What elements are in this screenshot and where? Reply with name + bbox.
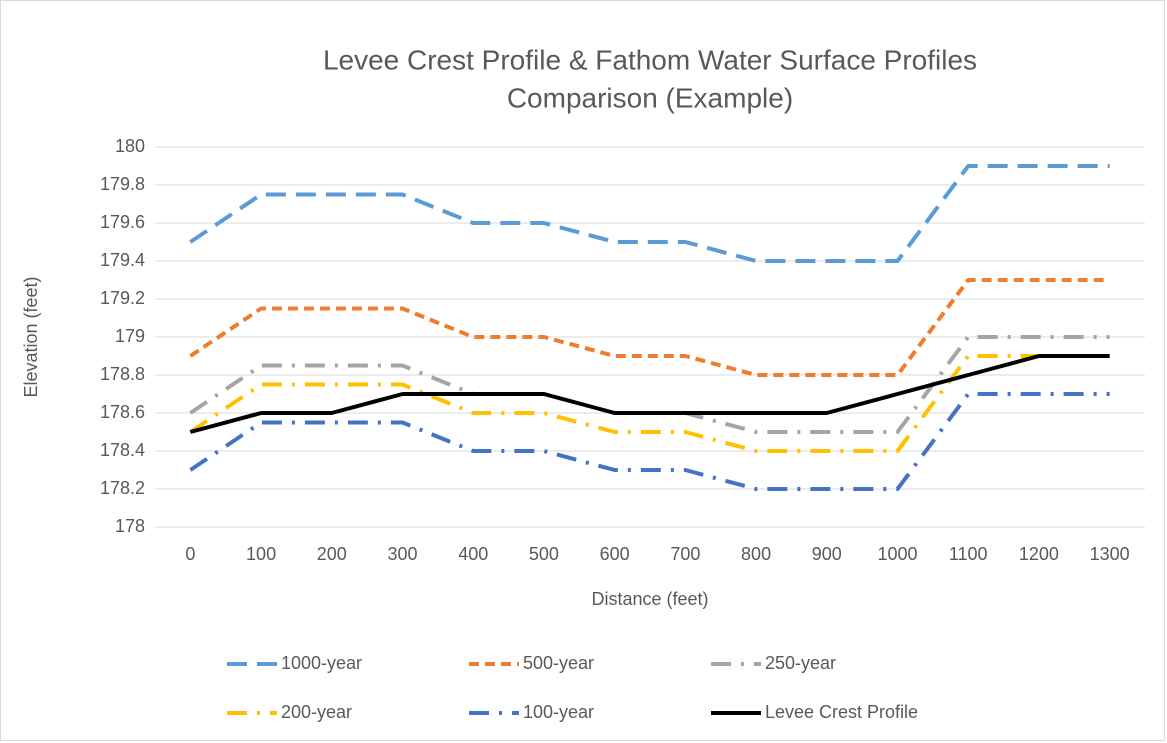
legend-label: 100-year	[523, 702, 594, 722]
x-tick-label: 1200	[1019, 544, 1059, 564]
legend-label: Levee Crest Profile	[765, 702, 918, 722]
y-tick-label: 179.2	[100, 288, 145, 308]
y-tick-label: 179	[115, 326, 145, 346]
x-tick-label: 500	[529, 544, 559, 564]
x-tick-label: 600	[600, 544, 630, 564]
y-tick-label: 178.6	[100, 402, 145, 422]
y-tick-label: 180	[115, 136, 145, 156]
x-tick-label: 0	[185, 544, 195, 564]
y-tick-label: 178.2	[100, 478, 145, 498]
series-line	[189, 354, 1110, 434]
series-line	[189, 354, 1110, 453]
x-tick-label: 300	[387, 544, 417, 564]
y-tick-label: 178	[115, 516, 145, 536]
x-tick-label: 700	[670, 544, 700, 564]
x-tick-label: 100	[246, 544, 276, 564]
legend-label: 250-year	[765, 653, 836, 673]
y-tick-label: 178.8	[100, 364, 145, 384]
legend-label: 200-year	[281, 702, 352, 722]
legend-label: 500-year	[523, 653, 594, 673]
x-tick-label: 900	[812, 544, 842, 564]
x-axis-title: Distance (feet)	[591, 589, 708, 609]
y-tick-label: 179.6	[100, 212, 145, 232]
x-tick-label: 400	[458, 544, 488, 564]
x-tick-label: 1300	[1090, 544, 1130, 564]
chart-title: Levee Crest Profile & Fathom Water Surfa…	[323, 44, 977, 75]
y-tick-label: 179.4	[100, 250, 145, 270]
x-tick-label: 200	[317, 544, 347, 564]
x-tick-label: 1000	[877, 544, 917, 564]
y-tick-label: 179.8	[100, 174, 145, 194]
x-tick-label: 800	[741, 544, 771, 564]
y-axis-title: Elevation (feet)	[21, 276, 41, 397]
series-line	[189, 392, 1110, 491]
series-line	[189, 164, 1110, 263]
legend-label: 1000-year	[281, 653, 362, 673]
series-line	[189, 278, 1110, 377]
y-tick-label: 178.4	[100, 440, 145, 460]
chart-title: Comparison (Example)	[507, 82, 793, 113]
x-tick-label: 1100	[949, 544, 988, 564]
